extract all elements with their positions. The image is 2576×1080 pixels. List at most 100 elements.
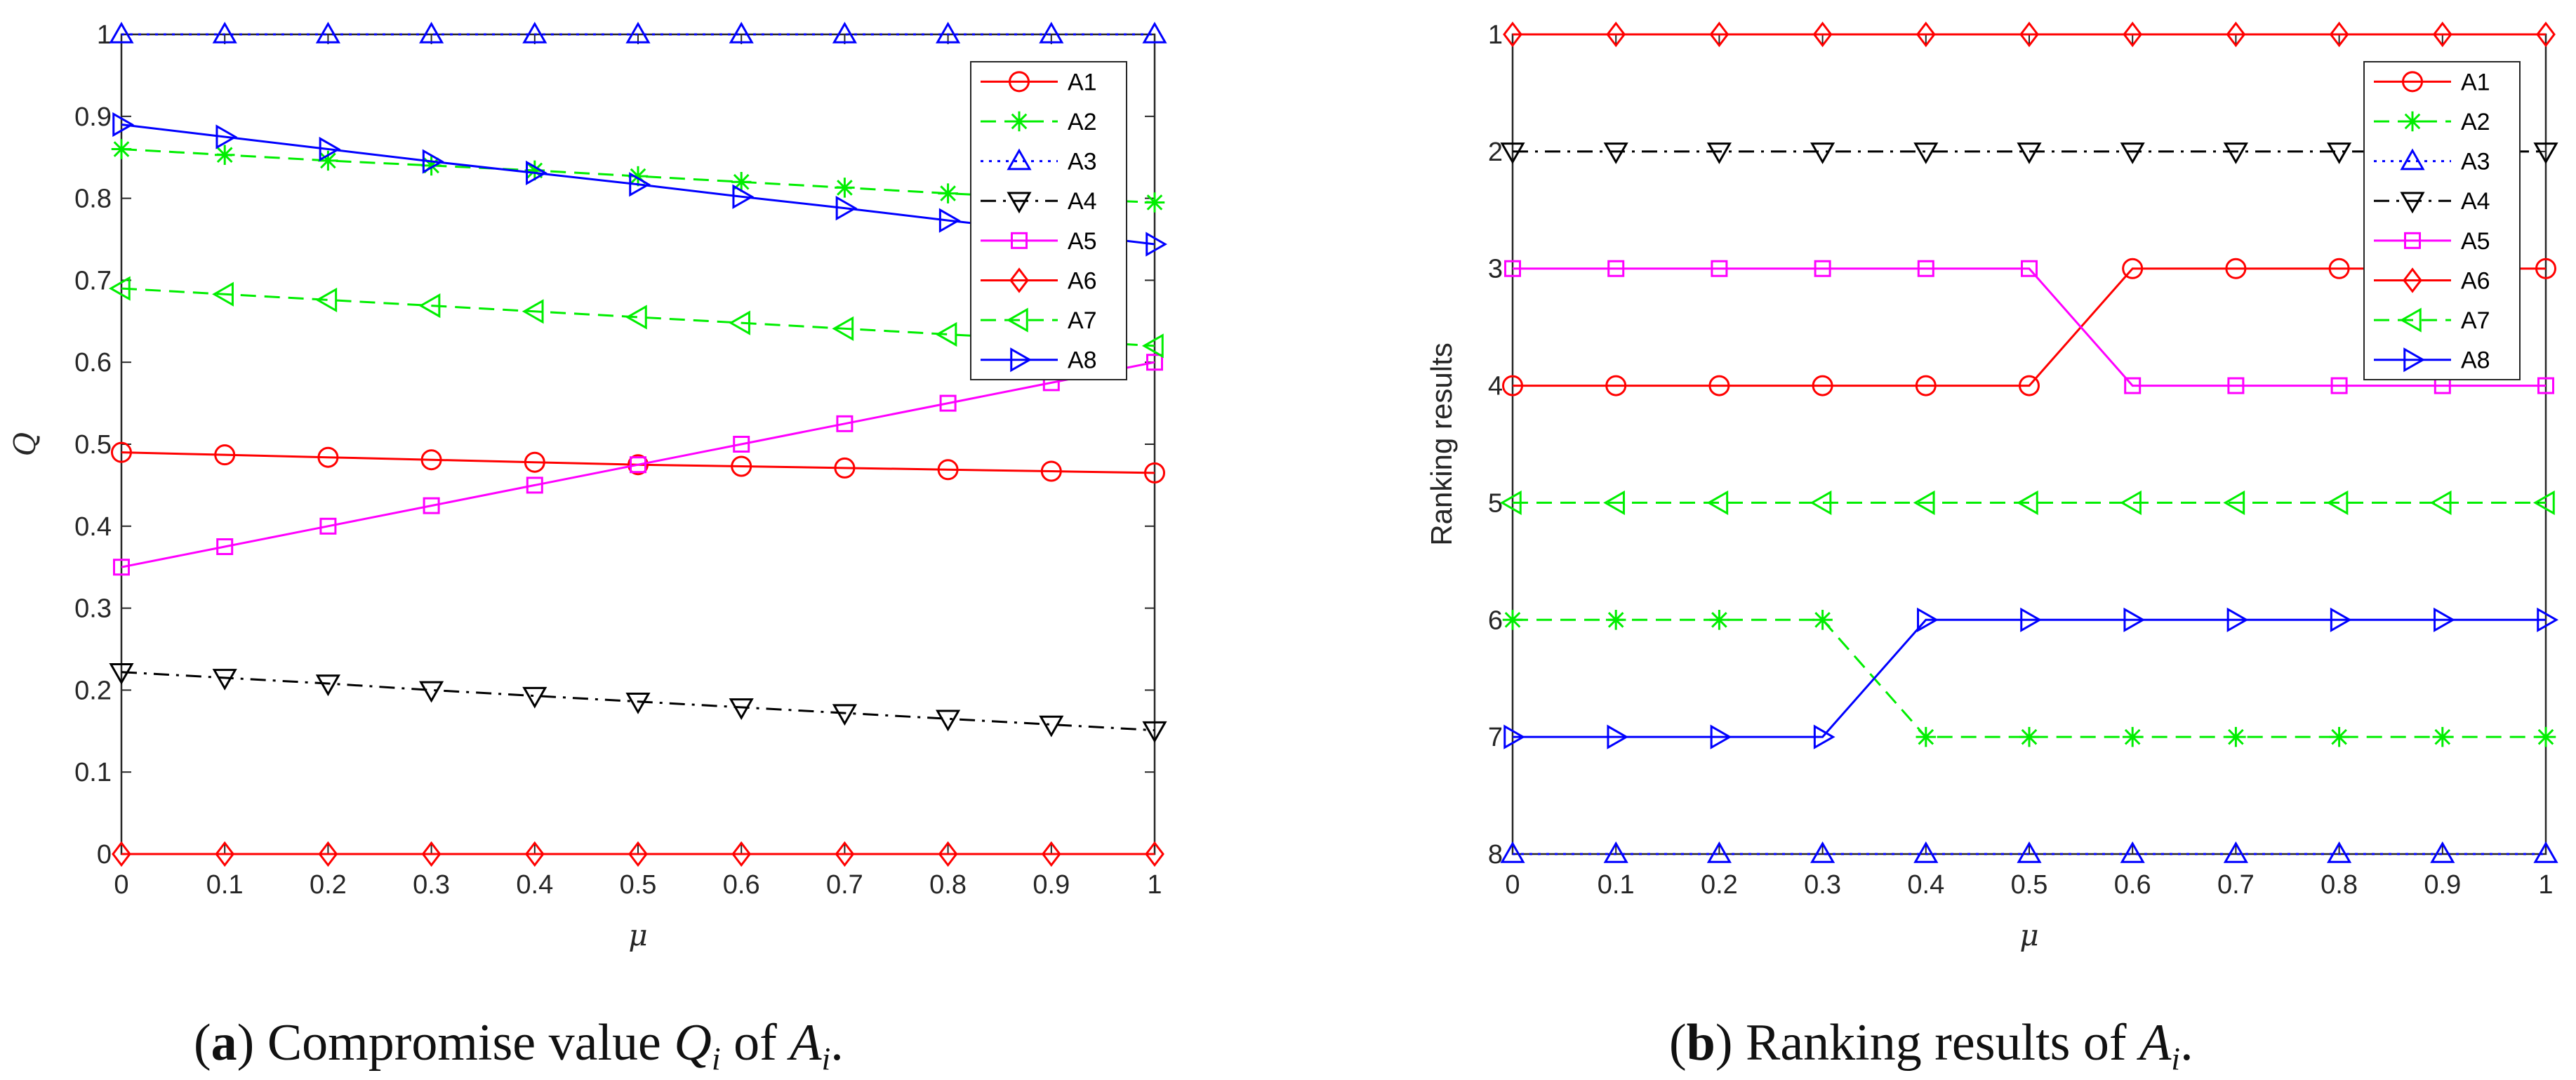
data-point-a5: [2227, 377, 2245, 394]
data-point-a5: [733, 436, 750, 453]
data-point-a7: [1913, 490, 1935, 516]
data-point-a4: [832, 704, 857, 726]
y-tick-label: 0.3: [74, 594, 112, 624]
caption-a-symbol-q: Q: [674, 1014, 711, 1072]
data-point-a8: [938, 208, 961, 233]
legend-item-a2: A2: [981, 109, 1097, 135]
x-tick-label: 0: [1505, 870, 1520, 900]
data-point-a8: [1710, 724, 1732, 749]
y-tick-label: 0.5: [74, 430, 112, 460]
data-point-a7: [2120, 490, 2142, 516]
legend-item-a6: A6: [981, 267, 1097, 294]
legend-swatch-marker: [2402, 111, 2423, 132]
data-point-a2: [2122, 726, 2143, 747]
data-point-a4: [1142, 721, 1167, 743]
x-tick-label: 0.5: [620, 870, 657, 900]
y-tick-label: 7: [1488, 723, 1503, 752]
data-point-a6: [318, 841, 338, 867]
data-point-a1: [420, 449, 442, 471]
data-point-a6: [628, 841, 648, 867]
data-point-a6: [1606, 21, 1626, 48]
caption-a-symbol-a-sub: i: [821, 1041, 830, 1076]
legend-item-a1: A1: [2374, 69, 2490, 95]
data-point-a7: [315, 287, 338, 313]
series-a2: [1502, 610, 2556, 747]
series-a3: [1500, 841, 2558, 863]
data-point-a8: [215, 124, 238, 149]
data-point-a3: [522, 21, 547, 44]
data-point-a2: [1144, 192, 1165, 213]
data-point-a1: [2122, 258, 2144, 279]
data-point-a3: [832, 21, 857, 44]
y-tick-label: 0.1: [74, 758, 112, 787]
x-tick-label: 0.2: [310, 870, 347, 900]
data-point-a4: [1810, 142, 1835, 164]
data-point-a2: [1502, 610, 1523, 630]
data-point-a4: [2120, 142, 2145, 164]
legend-swatch-marker: [2403, 267, 2422, 293]
series-a4: [109, 662, 1167, 743]
y-tick-label: 0.9: [74, 102, 112, 132]
data-point-a5: [319, 517, 337, 535]
caption-a-text: Compromise value: [267, 1014, 661, 1072]
data-point-a2: [214, 145, 235, 165]
data-point-a7: [1603, 490, 1625, 516]
legend-label: A2: [1068, 109, 1097, 135]
data-point-a4: [419, 681, 444, 703]
data-point-a5: [423, 497, 440, 514]
legend-item-a6: A6: [2374, 267, 2490, 294]
data-point-a8: [2226, 607, 2249, 632]
legend-label: A7: [1068, 307, 1097, 334]
y-tick-label: 0.2: [74, 676, 112, 705]
data-point-a8: [1917, 607, 1939, 632]
y-tick-label: 0.7: [74, 266, 112, 295]
data-point-a8: [526, 160, 547, 185]
caption-a-label: a: [211, 1014, 237, 1072]
y-tick-label: 4: [1488, 372, 1503, 401]
data-point-a1: [731, 455, 752, 477]
data-point-a6: [112, 841, 131, 867]
data-point-a6: [731, 841, 752, 867]
legend-item-a5: A5: [2374, 228, 2490, 255]
caption-b: (b) Ranking results of Ai.: [1669, 1014, 2193, 1076]
data-point-a3: [1500, 841, 1525, 863]
series-line-a2: [1513, 618, 2546, 738]
data-point-a3: [2533, 841, 2558, 863]
data-point-a6: [2536, 21, 2556, 48]
data-point-a3: [2223, 841, 2248, 863]
data-point-a8: [319, 136, 341, 162]
data-point-a2: [938, 183, 958, 204]
data-point-a6: [835, 841, 855, 867]
data-point-a5: [1711, 260, 1728, 277]
legend-label: A5: [2461, 228, 2490, 255]
legend-label: A1: [2461, 69, 2490, 95]
data-point-a3: [2430, 841, 2455, 863]
data-point-a7: [108, 276, 131, 301]
data-point-a7: [729, 310, 750, 335]
data-point-a4: [315, 674, 340, 697]
data-point-a5: [2124, 377, 2142, 394]
x-tick-label: 0: [114, 870, 128, 900]
data-point-a1: [214, 444, 236, 466]
y-tick-label: 2: [1488, 138, 1503, 167]
data-point-a4: [625, 693, 651, 714]
data-point-a1: [2225, 258, 2247, 279]
data-point-a2: [1916, 726, 1937, 747]
data-point-a3: [1706, 841, 1732, 863]
data-point-a4: [1500, 142, 1525, 164]
data-point-a5: [1504, 260, 1521, 277]
data-point-a8: [112, 112, 135, 138]
data-point-a4: [1913, 142, 1939, 164]
legend-box: [2363, 61, 2521, 380]
data-point-a3: [212, 21, 237, 44]
data-point-a4: [1039, 715, 1064, 738]
x-tick-label: 0.9: [1033, 870, 1070, 900]
caption-b-symbol-a-sub: i: [2171, 1041, 2180, 1076]
legend-item-a8: A8: [981, 347, 1097, 374]
x-tick-label: 0.1: [206, 870, 244, 900]
legend-item-a8: A8: [2374, 347, 2490, 374]
data-point-a8: [1503, 724, 1526, 749]
x-tick-label: 0.8: [929, 870, 967, 900]
x-tick-label: 0.5: [2011, 870, 2048, 900]
legend-label: A5: [1068, 228, 1097, 255]
